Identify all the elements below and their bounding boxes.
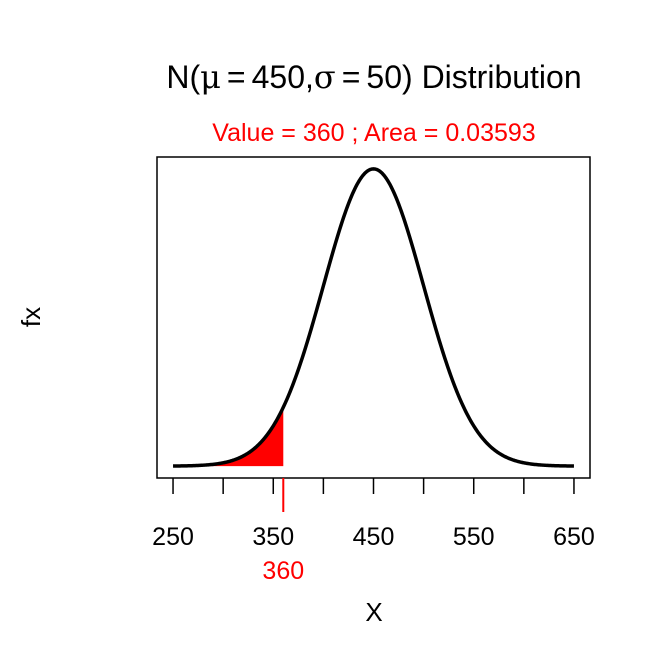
chart-title: N(μ = 450,σ = 50) Distribution [166,58,581,96]
plot-area: 250 350 450 550 650 360 [152,156,595,585]
shaded-tail-area [173,407,284,467]
title-mu-value: 450 [252,59,305,95]
title-suffix: ) Distribution [402,59,582,95]
title-mu-symbol: μ [200,58,221,96]
x-tick-label-650: 650 [553,523,595,551]
cutoff-label: 360 [262,557,304,585]
x-tick-label-350: 350 [252,523,294,551]
x-tick-label-450: 450 [353,523,395,551]
y-axis-label: fx [16,307,46,327]
density-curve [172,167,575,468]
title-comma: , [305,59,314,95]
x-tick-label-250: 250 [152,523,194,551]
x-tick-label-550: 550 [453,523,495,551]
x-axis-label: X [365,597,382,627]
title-sigma-symbol: σ [314,58,336,96]
title-prefix: N( [166,59,200,95]
title-sigma-equals: = [342,59,361,95]
title-sigma-value: 50 [366,59,402,95]
title-mu-equals: = [227,59,246,95]
plot-box [156,156,591,479]
chart-subtitle: Value = 360 ; Area = 0.03593 [212,119,535,147]
